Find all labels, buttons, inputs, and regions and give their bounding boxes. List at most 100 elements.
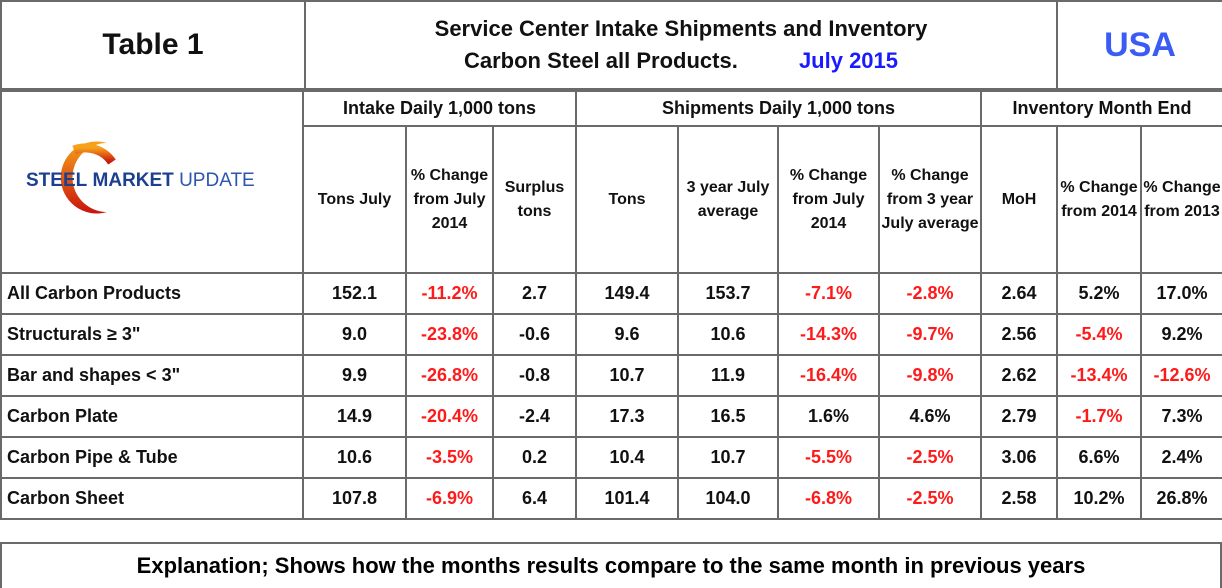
region-label: USA	[1056, 0, 1222, 90]
col-header: % Change from 2013	[1140, 125, 1222, 274]
table-cell: -2.8%	[877, 272, 983, 315]
col-header: Tons	[575, 125, 679, 274]
table-cell: 2.4%	[1140, 436, 1222, 479]
group-inventory: Inventory Month End	[980, 90, 1222, 127]
table-cell: 4.6%	[877, 395, 983, 438]
table-cell: 14.9	[302, 395, 407, 438]
table-row: Carbon Pipe & Tube 10.6 -3.5% 0.2 10.4 10.7 -5…	[0, 436, 1222, 479]
table-row: All Carbon Products 152.1 -11.2% 2.7 149.4 15…	[0, 272, 1222, 315]
table-label: Table 1	[0, 0, 306, 90]
table-cell: 9.0	[302, 313, 407, 356]
table-cell: 10.7	[677, 436, 779, 479]
table-cell: 2.56	[980, 313, 1059, 356]
table-cell: -0.8	[492, 354, 577, 397]
row-label: All Carbon Products	[0, 272, 304, 315]
col-header: % Change from 2014	[1056, 125, 1143, 274]
table-cell: 2.62	[980, 354, 1059, 397]
table-cell: 11.9	[677, 354, 779, 397]
row-label: Structurals ≥ 3"	[0, 313, 304, 356]
table-cell: 7.3%	[1140, 395, 1222, 438]
title-line-1: Service Center Intake Shipments and Inve…	[434, 16, 928, 41]
steel-market-update-logo: STEEL MARKET UPDATE	[2, 110, 302, 255]
logo-text-market: MARKET	[92, 169, 174, 191]
title-line-2: Carbon Steel all Products. July 2015	[306, 45, 1056, 77]
table-cell: 104.0	[677, 477, 779, 520]
table-cell: -5.5%	[777, 436, 880, 479]
table-cell: -14.3%	[777, 313, 880, 356]
group-shipments: Shipments Daily 1,000 tons	[574, 90, 983, 127]
col-header: % Change from July 2014	[405, 125, 494, 274]
data-table: STEEL MARKET UPDATE Intake Daily 1,000 t…	[0, 90, 1222, 520]
table-cell: -7.1%	[777, 272, 880, 315]
table-cell: -13.4%	[1056, 354, 1143, 397]
row-label: Carbon Plate	[0, 395, 304, 438]
table-cell: -3.5%	[405, 436, 494, 479]
table-cell: -26.8%	[405, 354, 494, 397]
logo-text-update: UPDATE	[179, 169, 255, 191]
table-cell: 26.8%	[1140, 477, 1222, 520]
table-cell: 152.1	[302, 272, 407, 315]
table-cell: -2.5%	[877, 477, 983, 520]
table-cell: 6.6%	[1056, 436, 1143, 479]
table-cell: 1.6%	[777, 395, 880, 438]
table-cell: 107.8	[302, 477, 407, 520]
footer-explanation: Explanation; Shows how the months result…	[0, 542, 1222, 588]
table-cell: -6.8%	[777, 477, 880, 520]
row-label: Bar and shapes < 3"	[0, 354, 304, 397]
table-cell: 10.7	[575, 354, 679, 397]
logo-text-steel: STEEL	[26, 169, 88, 191]
table-cell: -6.9%	[405, 477, 494, 520]
table-cell: 9.9	[302, 354, 407, 397]
table-cell: -2.5%	[877, 436, 983, 479]
col-header: 3 year July average	[677, 125, 779, 274]
table-cell: 3.06	[980, 436, 1059, 479]
table-row: Structurals ≥ 3" 9.0 -23.8% -0.6 9.6 10.6 -14.…	[0, 313, 1222, 356]
table-cell: 17.0%	[1140, 272, 1222, 315]
table-cell: 2.7	[492, 272, 577, 315]
logo-text: STEEL MARKET UPDATE	[26, 170, 255, 192]
table-row: Bar and shapes < 3" 9.9 -26.8% -0.8 10.7 11.9…	[0, 354, 1222, 397]
title-subtitle: Carbon Steel all Products.	[463, 48, 738, 73]
table-cell: 9.2%	[1140, 313, 1222, 356]
table-cell: -2.4	[492, 395, 577, 438]
col-header: Surplus tons	[492, 125, 577, 274]
table-cell: 2.58	[980, 477, 1059, 520]
table-cell: -0.6	[492, 313, 577, 356]
table-cell: -16.4%	[777, 354, 880, 397]
col-header: % Change from July 2014	[777, 125, 880, 274]
logo-swoosh-icon	[60, 141, 116, 213]
table-cell: -1.7%	[1056, 395, 1143, 438]
table-cell: 16.5	[677, 395, 779, 438]
col-header: MoH	[980, 125, 1059, 274]
table-cell: -9.8%	[877, 354, 983, 397]
table-row: Carbon Plate 14.9 -20.4% -2.4 17.3 16.5 1.6% 4.…	[0, 395, 1222, 438]
table-cell: 10.2%	[1056, 477, 1143, 520]
table-cell: 10.4	[575, 436, 679, 479]
table-cell: 10.6	[302, 436, 407, 479]
table-cell: -20.4%	[405, 395, 494, 438]
table-row: Carbon Sheet 107.8 -6.9% 6.4 101.4 104.0 -6.8%…	[0, 477, 1222, 520]
row-label: Carbon Sheet	[0, 477, 304, 520]
table-cell: -12.6%	[1140, 354, 1222, 397]
table-cell: 149.4	[575, 272, 679, 315]
page-title: Service Center Intake Shipments and Inve…	[304, 0, 1058, 90]
table-cell: 6.4	[492, 477, 577, 520]
col-header: % Change from 3 year July average	[877, 125, 983, 274]
table-cell: 0.2	[492, 436, 577, 479]
table-cell: 2.64	[980, 272, 1059, 315]
table-cell: 153.7	[677, 272, 779, 315]
period: July 2015	[798, 48, 899, 73]
table-cell: 10.6	[677, 313, 779, 356]
table-cell: 5.2%	[1056, 272, 1143, 315]
table-cell: 2.79	[980, 395, 1059, 438]
table-cell: -11.2%	[405, 272, 494, 315]
table-cell: -23.8%	[405, 313, 494, 356]
row-label: Carbon Pipe & Tube	[0, 436, 304, 479]
table-cell: 9.6	[575, 313, 679, 356]
logo-cell: STEEL MARKET UPDATE	[0, 90, 304, 274]
table-cell: 17.3	[575, 395, 679, 438]
title-table: Table 1 Service Center Intake Shipments …	[0, 0, 1222, 90]
table-cell: -5.4%	[1056, 313, 1143, 356]
table-cell: -9.7%	[877, 313, 983, 356]
